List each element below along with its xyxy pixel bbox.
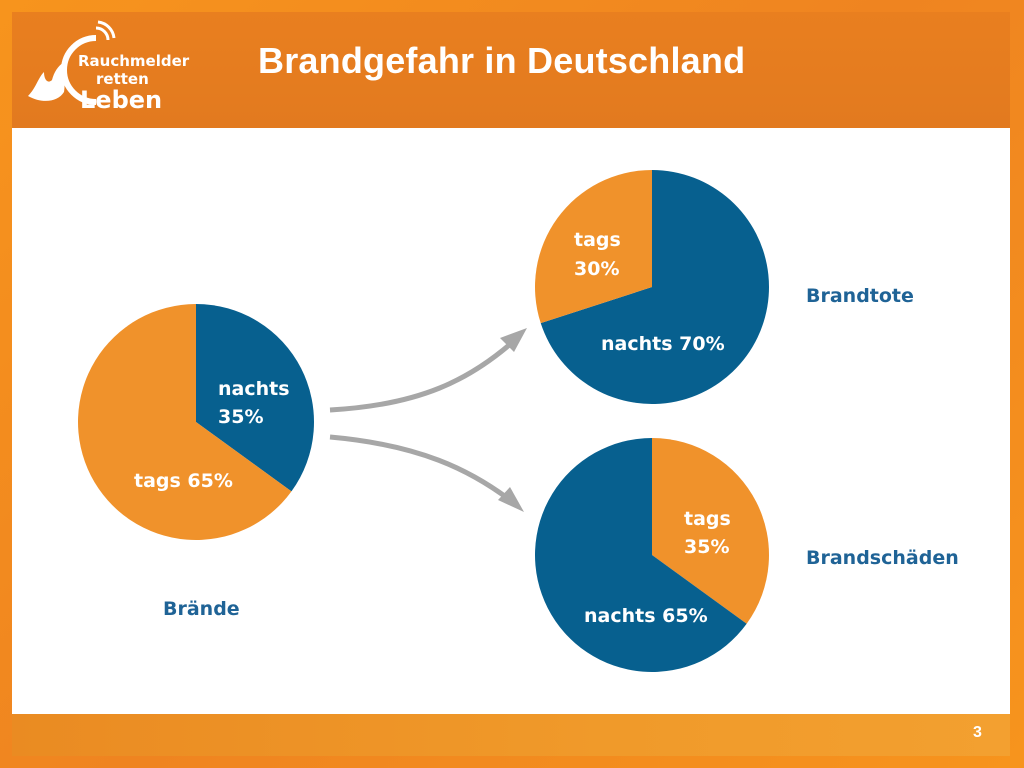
- slice-label-nachts: 35%: [218, 406, 263, 428]
- slice-label-nachts: nachts 70%: [601, 333, 725, 355]
- page-number: 3: [973, 724, 982, 742]
- charts-canvas: nachts 35% tags 65% Brände nachts 70% tags 30%…: [0, 0, 1024, 768]
- arrow-to-brandtote: [330, 340, 515, 410]
- chart-title: Brände: [163, 598, 240, 620]
- slice-label-tags: 35%: [684, 536, 729, 558]
- slice-label-tags: tags: [574, 229, 621, 251]
- slice-label-nachts: nachts 65%: [584, 605, 708, 627]
- chart-title: Brandtote: [806, 285, 914, 307]
- slice-label-nachts: nachts: [218, 378, 290, 400]
- footer-bar: [12, 714, 1010, 756]
- pie-layer: nachts 35% tags 65% Brände nachts 70% tags 30%…: [78, 170, 959, 672]
- arrow-to-brandschaeden: [330, 437, 510, 500]
- slice-label-tags: tags 65%: [134, 470, 233, 492]
- chart-title: Brandschäden: [806, 547, 959, 569]
- slice-label-tags: 30%: [574, 258, 619, 280]
- arrowhead-to-brandschaeden-icon: [498, 487, 524, 512]
- slice-label-tags: tags: [684, 508, 731, 530]
